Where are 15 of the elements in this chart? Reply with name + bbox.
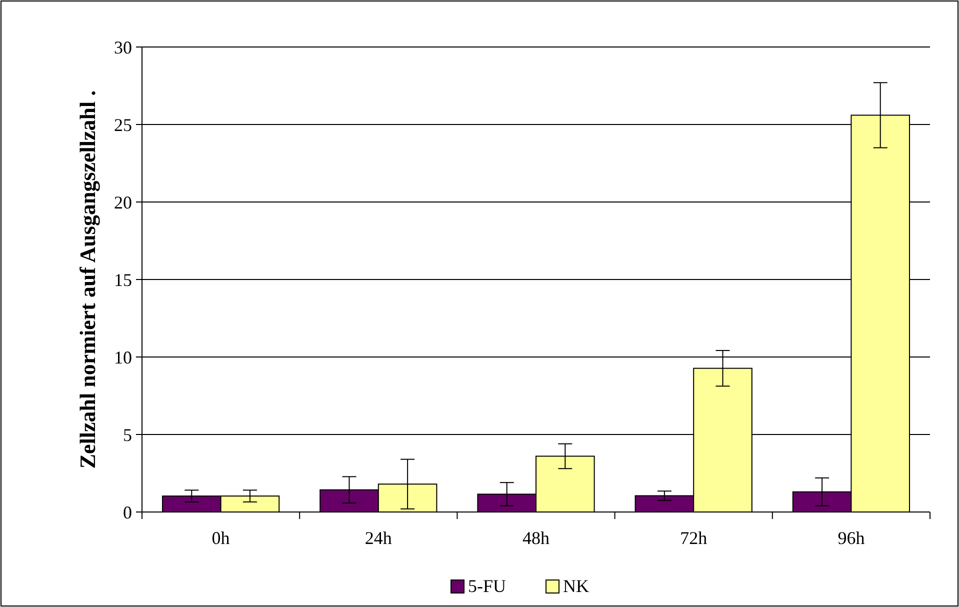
x-tick-label: 0h bbox=[212, 528, 230, 548]
x-tick-label: 72h bbox=[680, 528, 708, 548]
legend-label: 5-FU bbox=[468, 576, 506, 596]
x-tick-label: 48h bbox=[522, 528, 550, 548]
y-tick-label: 0 bbox=[123, 502, 132, 522]
x-tick-label: 24h bbox=[364, 528, 392, 548]
y-tick-label: 5 bbox=[123, 424, 132, 445]
x-tick-label: 96h bbox=[838, 528, 865, 548]
y-axis-title: Zellzahl normiert auf Ausgangszellzahl . bbox=[75, 90, 100, 469]
y-tick-label: 20 bbox=[114, 192, 132, 212]
legend-label: NK bbox=[563, 576, 589, 596]
y-tick-label: 10 bbox=[114, 347, 132, 368]
y-tick-label: 25 bbox=[114, 114, 132, 135]
y-tick-label: 30 bbox=[114, 37, 132, 58]
y-tick-label: 15 bbox=[114, 270, 132, 290]
